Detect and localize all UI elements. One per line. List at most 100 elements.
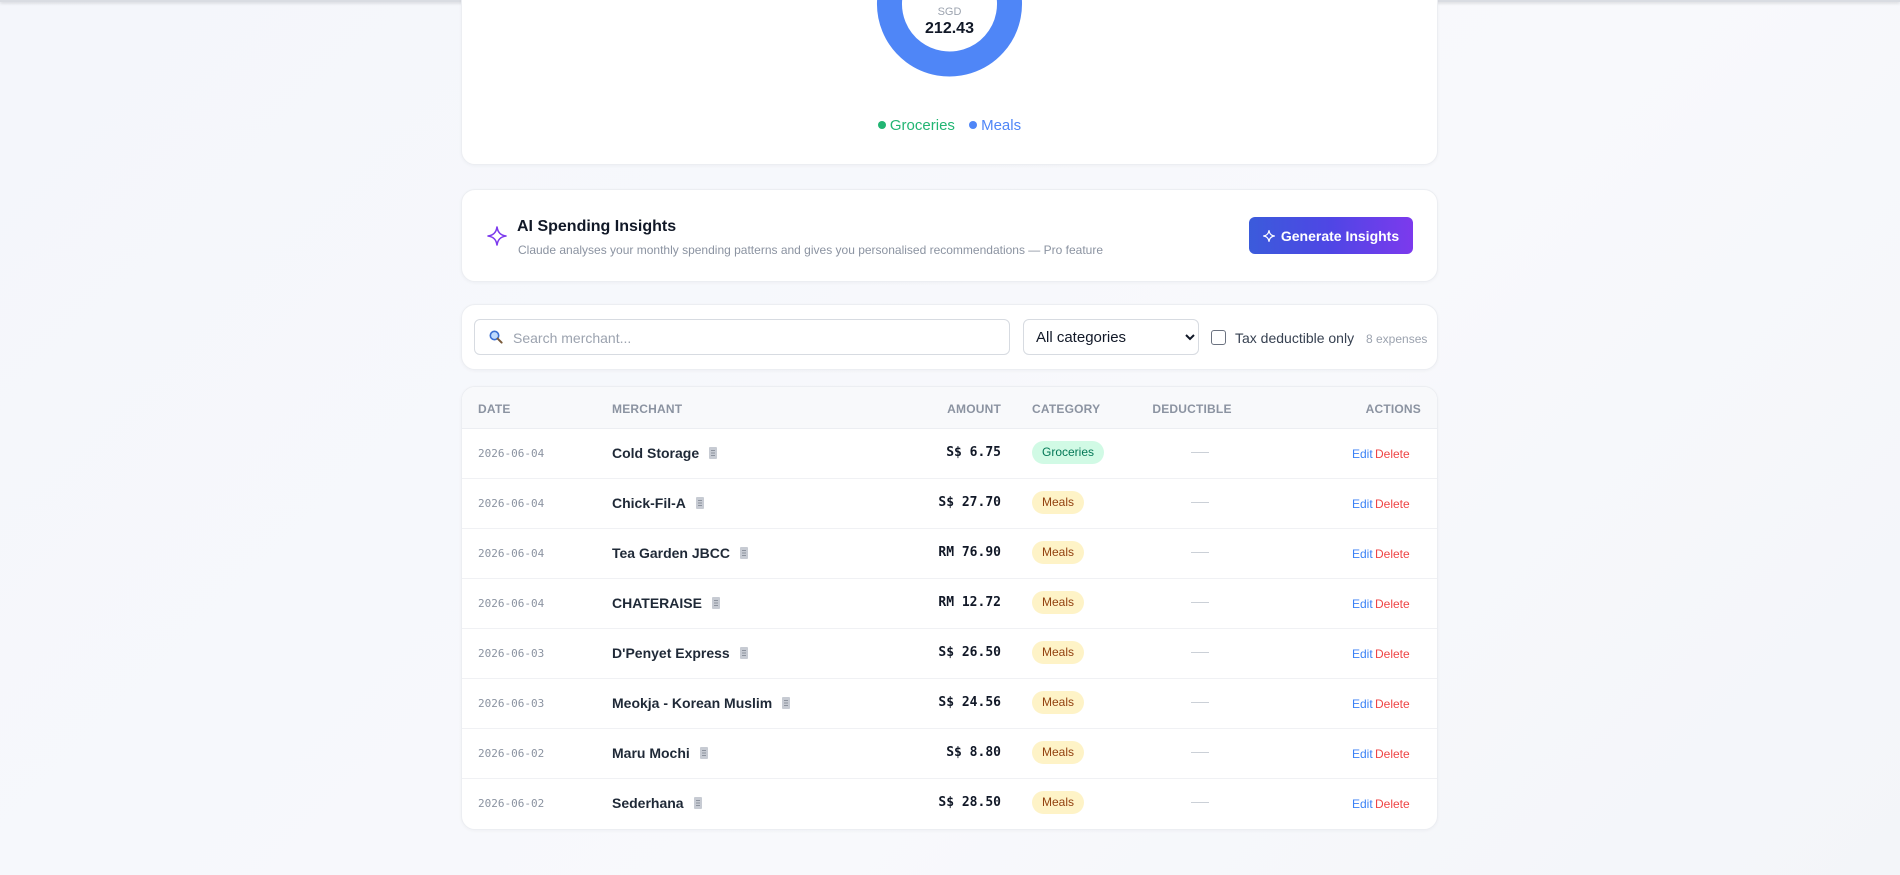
search-box[interactable] bbox=[474, 319, 1010, 356]
edit-link[interactable]: Edit bbox=[1352, 697, 1373, 711]
category-select[interactable]: All categories bbox=[1023, 319, 1199, 355]
legend-label: Meals bbox=[981, 116, 1022, 134]
receipt-icon[interactable] bbox=[695, 497, 704, 509]
row-merchant-name: CHATERAISE bbox=[612, 595, 702, 611]
row-amount: S$ 8.80 bbox=[946, 745, 1001, 760]
table-row[interactable]: 2026-06-03 Meokja - Korean Muslim S$ 24.56… bbox=[462, 678, 1437, 729]
header-merchant: MERCHANT bbox=[612, 402, 683, 416]
row-date: 2026-06-04 bbox=[478, 547, 545, 560]
row-date: 2026-06-04 bbox=[478, 447, 545, 460]
ai-insights-card: AI Spending Insights Claude analyses you… bbox=[461, 189, 1438, 282]
table-row[interactable]: 2026-06-03 D'Penyet Express S$ 26.50 Meals E… bbox=[462, 628, 1437, 679]
delete-link[interactable]: Delete bbox=[1375, 547, 1410, 561]
row-amount: S$ 26.50 bbox=[938, 645, 1001, 660]
delete-link[interactable]: Delete bbox=[1375, 497, 1410, 511]
row-amount: RM 76.90 bbox=[938, 545, 1001, 560]
table-row[interactable]: 2026-06-04 Tea Garden JBCC RM 76.90 Meals Ed… bbox=[462, 528, 1437, 579]
category-badge: Meals bbox=[1032, 691, 1085, 714]
edit-link[interactable]: Edit bbox=[1352, 797, 1373, 811]
delete-link[interactable]: Delete bbox=[1375, 747, 1410, 761]
header-actions: ACTIONS bbox=[1365, 402, 1421, 416]
row-merchant: CHATERAISE bbox=[612, 595, 720, 611]
legend-label: Groceries bbox=[889, 116, 955, 134]
delete-link[interactable]: Delete bbox=[1375, 597, 1410, 611]
header-amount: AMOUNT bbox=[947, 402, 1001, 416]
category-badge: Meals bbox=[1032, 491, 1085, 514]
receipt-icon[interactable] bbox=[739, 647, 748, 659]
generate-insights-button[interactable]: Generate Insights bbox=[1249, 217, 1413, 254]
deductible-empty-dash bbox=[1191, 552, 1209, 553]
receipt-icon[interactable] bbox=[740, 547, 748, 559]
row-date: 2026-06-02 bbox=[478, 747, 545, 760]
row-amount: S$ 6.75 bbox=[946, 445, 1001, 460]
table-row[interactable]: 2026-06-02 Maru Mochi S$ 8.80 Meals Edit Dele… bbox=[462, 728, 1437, 779]
deductible-empty-dash bbox=[1191, 752, 1209, 753]
delete-link[interactable]: Delete bbox=[1375, 647, 1410, 661]
row-merchant: Meokja - Korean Muslim bbox=[612, 695, 791, 711]
row-merchant-name: Meokja - Korean Muslim bbox=[612, 695, 773, 711]
receipt-icon[interactable] bbox=[693, 797, 702, 809]
receipt-icon[interactable] bbox=[699, 747, 708, 759]
row-merchant-name: Sederhana bbox=[612, 795, 684, 811]
category-badge: Meals bbox=[1032, 791, 1085, 814]
legend-item-groceries[interactable]: Groceries bbox=[877, 116, 955, 134]
donut-slice-meals[interactable] bbox=[877, 0, 1022, 77]
deductible-empty-dash bbox=[1191, 802, 1209, 803]
sparkle-icon bbox=[487, 226, 507, 246]
table-row[interactable]: 2026-06-04 Chick-Fil-A S$ 27.70 Meals Edit De… bbox=[462, 478, 1437, 529]
delete-link[interactable]: Delete bbox=[1375, 797, 1410, 811]
edit-link[interactable]: Edit bbox=[1352, 547, 1373, 561]
row-date: 2026-06-04 bbox=[478, 497, 545, 510]
generate-insights-label: Generate Insights bbox=[1280, 227, 1400, 244]
deductible-empty-dash bbox=[1191, 452, 1209, 453]
row-merchant-name: Tea Garden JBCC bbox=[612, 545, 730, 561]
receipt-icon[interactable] bbox=[782, 697, 791, 709]
header-deductible: DEDUCTIBLE bbox=[1152, 402, 1232, 416]
category-badge: Meals bbox=[1032, 741, 1085, 764]
donut-total-value: 212.43 bbox=[925, 20, 974, 37]
spending-chart-card: SGD 212.43 Groceries Meals bbox=[461, 0, 1438, 165]
row-merchant: Cold Storage bbox=[612, 445, 718, 461]
table-row[interactable]: 2026-06-04 Cold Storage S$ 6.75 Groceries Ed… bbox=[462, 428, 1437, 479]
expense-count: 8 expenses bbox=[1366, 332, 1428, 346]
category-badge: Meals bbox=[1032, 591, 1085, 614]
receipt-icon[interactable] bbox=[709, 447, 718, 459]
table-row[interactable]: 2026-06-04 CHATERAISE RM 12.72 Meals Edit Del… bbox=[462, 578, 1437, 629]
edit-link[interactable]: Edit bbox=[1352, 747, 1373, 761]
edit-link[interactable]: Edit bbox=[1352, 597, 1373, 611]
sparkle-icon bbox=[1262, 229, 1275, 242]
edit-link[interactable]: Edit bbox=[1352, 647, 1373, 661]
row-amount: RM 12.72 bbox=[938, 595, 1001, 610]
legend-item-meals[interactable]: Meals bbox=[969, 117, 1021, 134]
delete-link[interactable]: Delete bbox=[1375, 447, 1410, 461]
search-input[interactable] bbox=[511, 320, 1005, 356]
insights-title: AI Spending Insights bbox=[517, 218, 677, 235]
row-merchant: Tea Garden JBCC bbox=[612, 545, 748, 561]
search-icon bbox=[489, 330, 503, 344]
delete-link[interactable]: Delete bbox=[1375, 697, 1410, 711]
filter-bar: All categories Tax deductible only 8 exp… bbox=[461, 304, 1438, 370]
row-amount: S$ 28.50 bbox=[938, 795, 1001, 810]
edit-link[interactable]: Edit bbox=[1352, 447, 1373, 461]
row-merchant-name: Chick-Fil-A bbox=[612, 495, 686, 511]
row-merchant: D'Penyet Express bbox=[612, 645, 748, 661]
row-merchant-name: D'Penyet Express bbox=[612, 645, 730, 661]
donut-currency-label: SGD bbox=[937, 6, 962, 18]
insights-description: Claude analyses your monthly spending pa… bbox=[518, 243, 1103, 257]
header-category: CATEGORY bbox=[1032, 402, 1101, 416]
deductible-empty-dash bbox=[1191, 502, 1209, 503]
legend-dot-icon bbox=[969, 121, 978, 129]
tax-deductible-label[interactable]: Tax deductible only bbox=[1235, 330, 1355, 346]
receipt-icon[interactable] bbox=[711, 597, 720, 609]
tax-deductible-checkbox[interactable] bbox=[1211, 330, 1226, 345]
row-merchant: Maru Mochi bbox=[612, 745, 708, 761]
table-row[interactable]: 2026-06-02 Sederhana S$ 28.50 Meals Edit Dele… bbox=[462, 778, 1437, 828]
edit-link[interactable]: Edit bbox=[1352, 497, 1373, 511]
row-merchant-name: Cold Storage bbox=[612, 445, 700, 461]
row-amount: S$ 27.70 bbox=[938, 495, 1001, 510]
row-date: 2026-06-02 bbox=[478, 797, 545, 810]
row-date: 2026-06-04 bbox=[478, 597, 545, 610]
deductible-empty-dash bbox=[1191, 602, 1209, 603]
expense-table: DATE MERCHANT AMOUNT CATEGORY DEDUCTIBLE… bbox=[461, 386, 1438, 830]
row-merchant: Chick-Fil-A bbox=[612, 495, 704, 511]
